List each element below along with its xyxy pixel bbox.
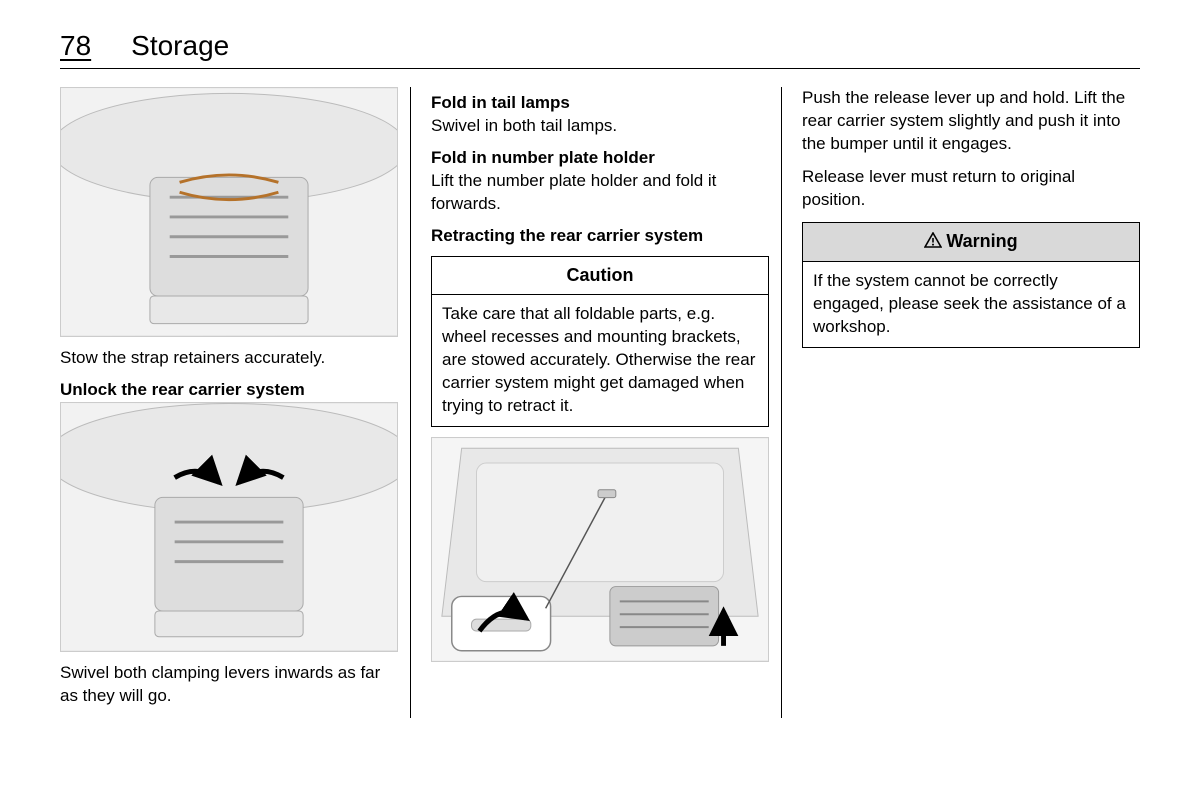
column-1: Stow the strap retainers accurately. Unl…: [60, 87, 410, 718]
figure-clamping-levers: [60, 402, 398, 652]
subheading-tail-lamps: Fold in tail lamps: [431, 93, 769, 113]
manual-page: 78 Storage Stow the strap reta: [0, 0, 1200, 748]
column-3: Push the release lever up and hold. Lift…: [781, 87, 1140, 718]
caption-clamping-levers: Swivel both clamping levers inwards as f…: [60, 662, 398, 708]
carrier-illustration-icon: [61, 88, 397, 336]
warning-title-text: Warning: [946, 231, 1017, 251]
text-lever-return: Release lever must return to original po…: [802, 166, 1140, 212]
warning-triangle-icon: [924, 232, 942, 253]
text-tail-lamps: Swivel in both tail lamps.: [431, 115, 769, 138]
warning-box: Warning If the system cannot be correctl…: [802, 222, 1140, 348]
retracting-illustration-icon: [432, 438, 768, 661]
warning-body: If the system cannot be correctly engage…: [803, 262, 1139, 347]
figure-strap-retainers: [60, 87, 398, 337]
caution-body: Take care that all foldable parts, e.g. …: [432, 295, 768, 426]
subheading-unlock-carrier: Unlock the rear carrier system: [60, 380, 398, 400]
text-plate-holder: Lift the number plate holder and fold it…: [431, 170, 769, 216]
page-header: 78 Storage: [60, 30, 1140, 69]
caution-title: Caution: [432, 257, 768, 295]
column-2: Fold in tail lamps Swivel in both tail l…: [410, 87, 781, 718]
figure-retracting: [431, 437, 769, 662]
caution-box: Caution Take care that all foldable part…: [431, 256, 769, 427]
chapter-title: Storage: [131, 30, 229, 62]
page-number: 78: [60, 30, 91, 62]
text-release-lever: Push the release lever up and hold. Lift…: [802, 87, 1140, 156]
content-columns: Stow the strap retainers accurately. Unl…: [60, 87, 1140, 718]
levers-illustration-icon: [61, 403, 397, 651]
subheading-retracting: Retracting the rear carrier system: [431, 226, 769, 246]
warning-title: Warning: [803, 223, 1139, 262]
subheading-plate-holder: Fold in number plate holder: [431, 148, 769, 168]
caption-strap-retainers: Stow the strap retainers accurately.: [60, 347, 398, 370]
